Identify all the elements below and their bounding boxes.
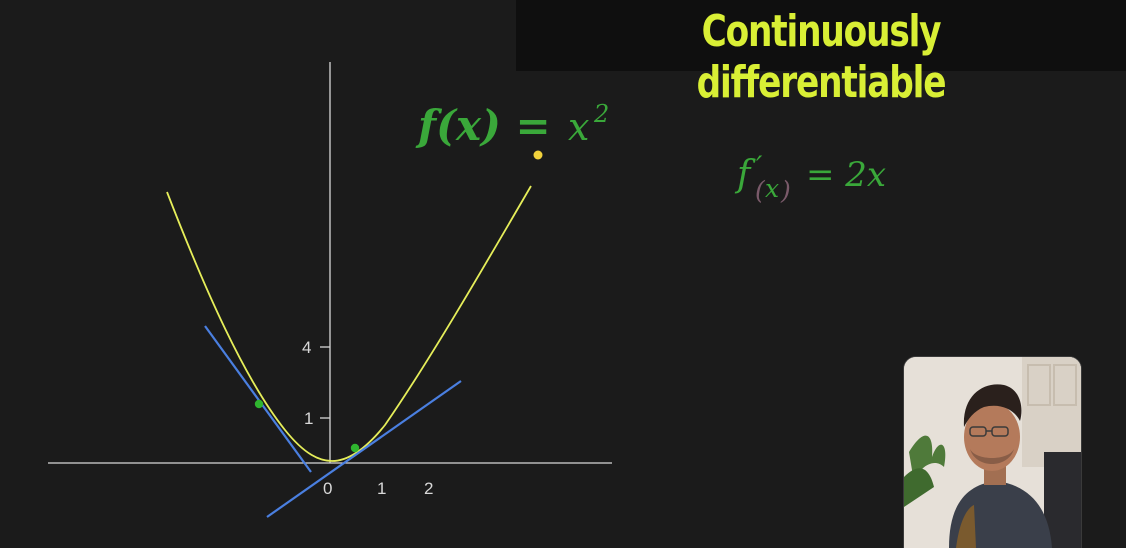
- cursor-marker-dot: [533, 150, 543, 160]
- x-tick-label-1: 1: [377, 479, 386, 498]
- tangent-point-left: [254, 399, 264, 409]
- function-formula-exponent: 2: [593, 100, 609, 128]
- derivative-paren-close: ): [780, 176, 791, 205]
- derivative-rhs: = 2x: [806, 155, 886, 195]
- y-tick-label-1: 1: [304, 409, 313, 428]
- tangent-point-right: [350, 443, 360, 453]
- slide-title: Continuously differentiable: [696, 6, 947, 108]
- derivative-paren-open: (: [755, 176, 766, 205]
- function-formula-lhs: f(x) =: [415, 101, 551, 150]
- x-tick-label-0: 0: [323, 479, 332, 498]
- tangent-line-left: [204, 325, 312, 473]
- parabola-curve: [166, 185, 532, 462]
- derivative-f: f: [734, 154, 756, 195]
- y-tick-label-4: 4: [302, 338, 311, 357]
- derivative-var: x: [765, 174, 779, 203]
- person-webcam-icon: [904, 357, 1081, 548]
- x-tick-label-2: 2: [424, 479, 433, 498]
- tangent-line-right: [266, 380, 462, 518]
- title-banner: Continuously differentiable: [516, 0, 1126, 108]
- derivative-prime: ′: [756, 150, 763, 183]
- function-formula-base: x: [568, 105, 589, 149]
- presenter-webcam: [904, 357, 1081, 548]
